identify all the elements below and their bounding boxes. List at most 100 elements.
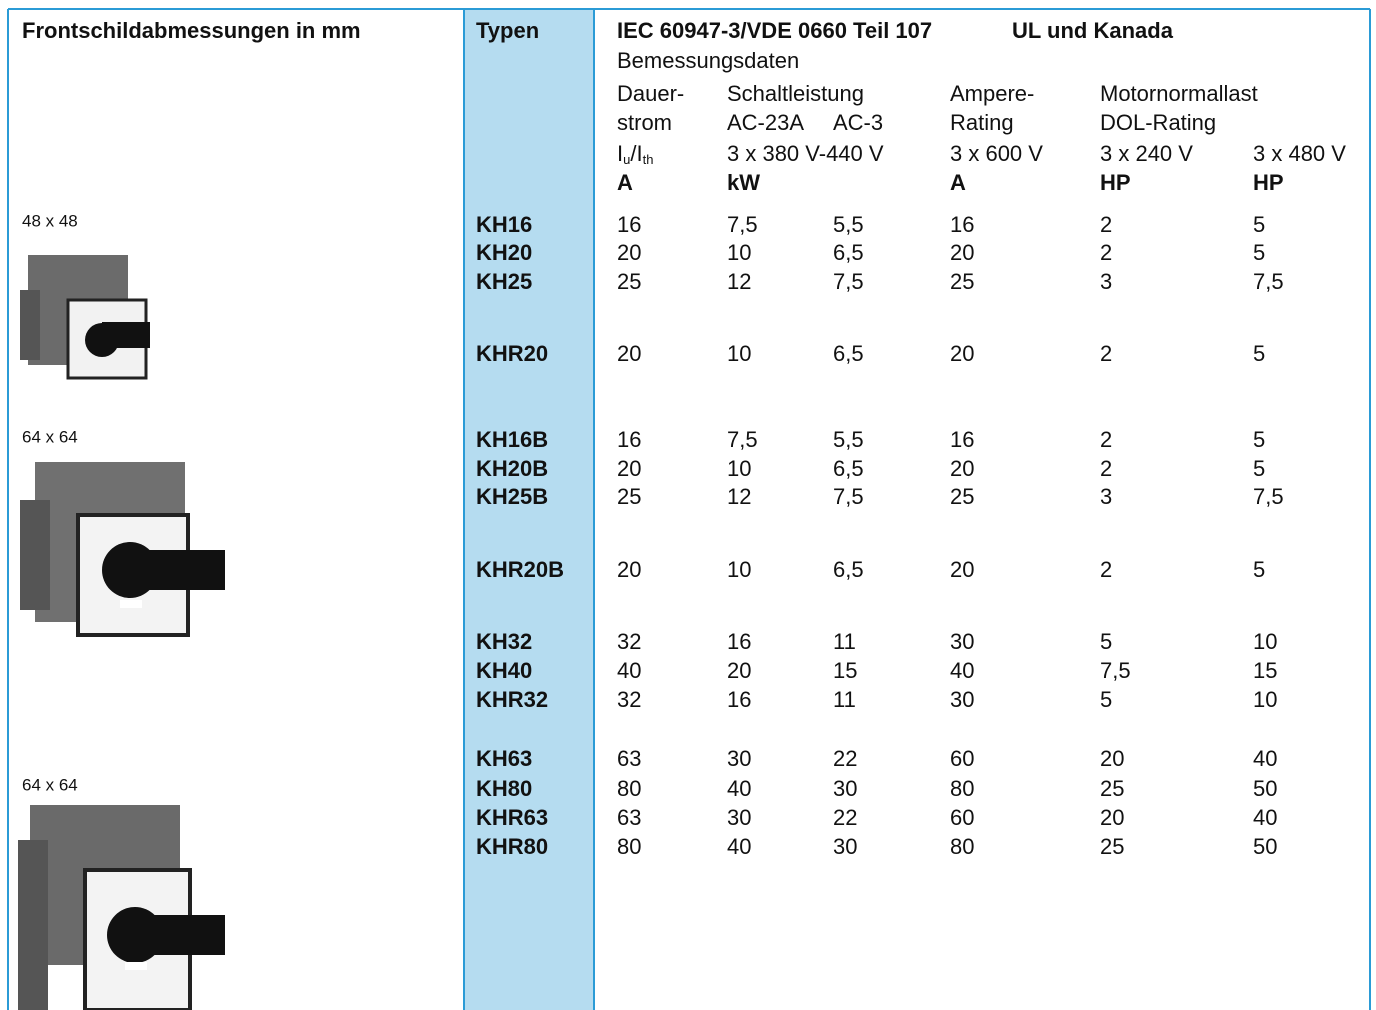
value-cell: 40 <box>617 658 641 683</box>
value-cell: 10 <box>1253 629 1277 654</box>
value-cell: 3 <box>1100 484 1112 509</box>
value-cell: 20 <box>950 456 974 481</box>
col-head: 3 x 480 V <box>1253 141 1346 166</box>
value-cell: 5 <box>1253 456 1265 481</box>
type-cell: KH20B <box>476 456 548 481</box>
value-cell: 5 <box>1253 341 1265 366</box>
col-head: 3 x 380 V-440 V <box>727 141 884 166</box>
col-head: 3 x 600 V <box>950 141 1043 166</box>
dimensions-title: Frontschildabmessungen in mm <box>22 18 361 43</box>
value-cell: 25 <box>950 269 974 294</box>
value-cell: 80 <box>950 776 974 801</box>
value-cell: 20 <box>1100 746 1124 771</box>
type-cell: KH40 <box>476 658 532 683</box>
col-head: Schaltleistung <box>727 81 864 106</box>
value-cell: 2 <box>1100 557 1112 582</box>
col-head: AC-23A <box>727 110 804 135</box>
value-cell: 50 <box>1253 776 1277 801</box>
value-cell: 63 <box>617 805 641 830</box>
value-cell: 30 <box>833 834 857 859</box>
value-cell: 63 <box>617 746 641 771</box>
col-head: Motornormallast <box>1100 81 1258 106</box>
type-cell: KH16B <box>476 427 548 452</box>
sym: /I <box>630 141 642 166</box>
value-cell: 5,5 <box>833 427 864 452</box>
type-cell: KH20 <box>476 240 532 265</box>
col-head: Rating <box>950 110 1014 135</box>
size-label: 64 x 64 <box>22 775 78 794</box>
value-cell: 50 <box>1253 834 1277 859</box>
value-cell: 30 <box>833 776 857 801</box>
value-cell: 2 <box>1100 427 1112 452</box>
col-head: Ampere- <box>950 81 1034 106</box>
value-cell: 2 <box>1100 212 1112 237</box>
value-cell: 6,5 <box>833 557 864 582</box>
value-cell: 7,5 <box>833 269 864 294</box>
switch-image-small <box>20 255 150 380</box>
value-cell: 20 <box>727 658 751 683</box>
value-cell: 10 <box>727 341 751 366</box>
value-cell: 10 <box>727 557 751 582</box>
value-cell: 6,5 <box>833 240 864 265</box>
value-cell: 11 <box>833 687 856 712</box>
rating-title: Bemessungsdaten <box>617 48 799 73</box>
value-cell: 20 <box>617 240 641 265</box>
size-label: 64 x 64 <box>22 427 78 446</box>
value-cell: 7,5 <box>727 427 758 452</box>
value-cell: 40 <box>727 834 751 859</box>
value-cell: 5 <box>1253 557 1265 582</box>
value-cell: 2 <box>1100 341 1112 366</box>
value-cell: 10 <box>727 456 751 481</box>
value-cell: 20 <box>1100 805 1124 830</box>
sym: I <box>617 141 623 166</box>
value-cell: 16 <box>950 212 974 237</box>
standard: IEC 60947-3/VDE 0660 Teil 107 <box>617 18 932 43</box>
value-cell: 60 <box>950 805 974 830</box>
value-cell: 10 <box>1253 687 1277 712</box>
value-cell: 32 <box>617 687 641 712</box>
value-cell: 30 <box>950 629 974 654</box>
value-cell: 7,5 <box>833 484 864 509</box>
value-cell: 20 <box>617 456 641 481</box>
value-cell: 20 <box>950 341 974 366</box>
value-cell: 7,5 <box>1100 658 1131 683</box>
value-cell: 16 <box>617 212 641 237</box>
unit: kW <box>727 170 760 195</box>
current-symbol: Iu/Ith <box>617 141 653 168</box>
type-cell: KH16 <box>476 212 532 237</box>
col-head: AC-3 <box>833 110 883 135</box>
unit: A <box>950 170 966 195</box>
value-cell: 25 <box>1100 834 1124 859</box>
value-cell: 80 <box>950 834 974 859</box>
value-cell: 30 <box>727 746 751 771</box>
value-cell: 25 <box>617 484 641 509</box>
type-cell: KH80 <box>476 776 532 801</box>
value-cell: 20 <box>950 557 974 582</box>
value-cell: 7,5 <box>727 212 758 237</box>
value-cell: 5 <box>1253 212 1265 237</box>
type-cell: KHR32 <box>476 687 548 712</box>
value-cell: 30 <box>950 687 974 712</box>
value-cell: 5 <box>1100 687 1112 712</box>
unit: HP <box>1100 170 1131 195</box>
type-cell: KHR20B <box>476 557 564 582</box>
col-head: strom <box>617 110 672 135</box>
type-cell: KHR20 <box>476 341 548 366</box>
value-cell: 16 <box>617 427 641 452</box>
type-cell: KH63 <box>476 746 532 771</box>
type-cell: KH25B <box>476 484 548 509</box>
type-cell: KH32 <box>476 629 532 654</box>
value-cell: 3 <box>1100 269 1112 294</box>
value-cell: 2 <box>1100 456 1112 481</box>
value-cell: 40 <box>1253 746 1277 771</box>
value-cell: 11 <box>833 629 856 654</box>
value-cell: 7,5 <box>1253 269 1284 294</box>
value-cell: 6,5 <box>833 341 864 366</box>
size-label: 48 x 48 <box>22 211 78 230</box>
value-cell: 22 <box>833 805 857 830</box>
value-cell: 12 <box>727 269 751 294</box>
types-title: Typen <box>476 18 539 43</box>
value-cell: 80 <box>617 776 641 801</box>
